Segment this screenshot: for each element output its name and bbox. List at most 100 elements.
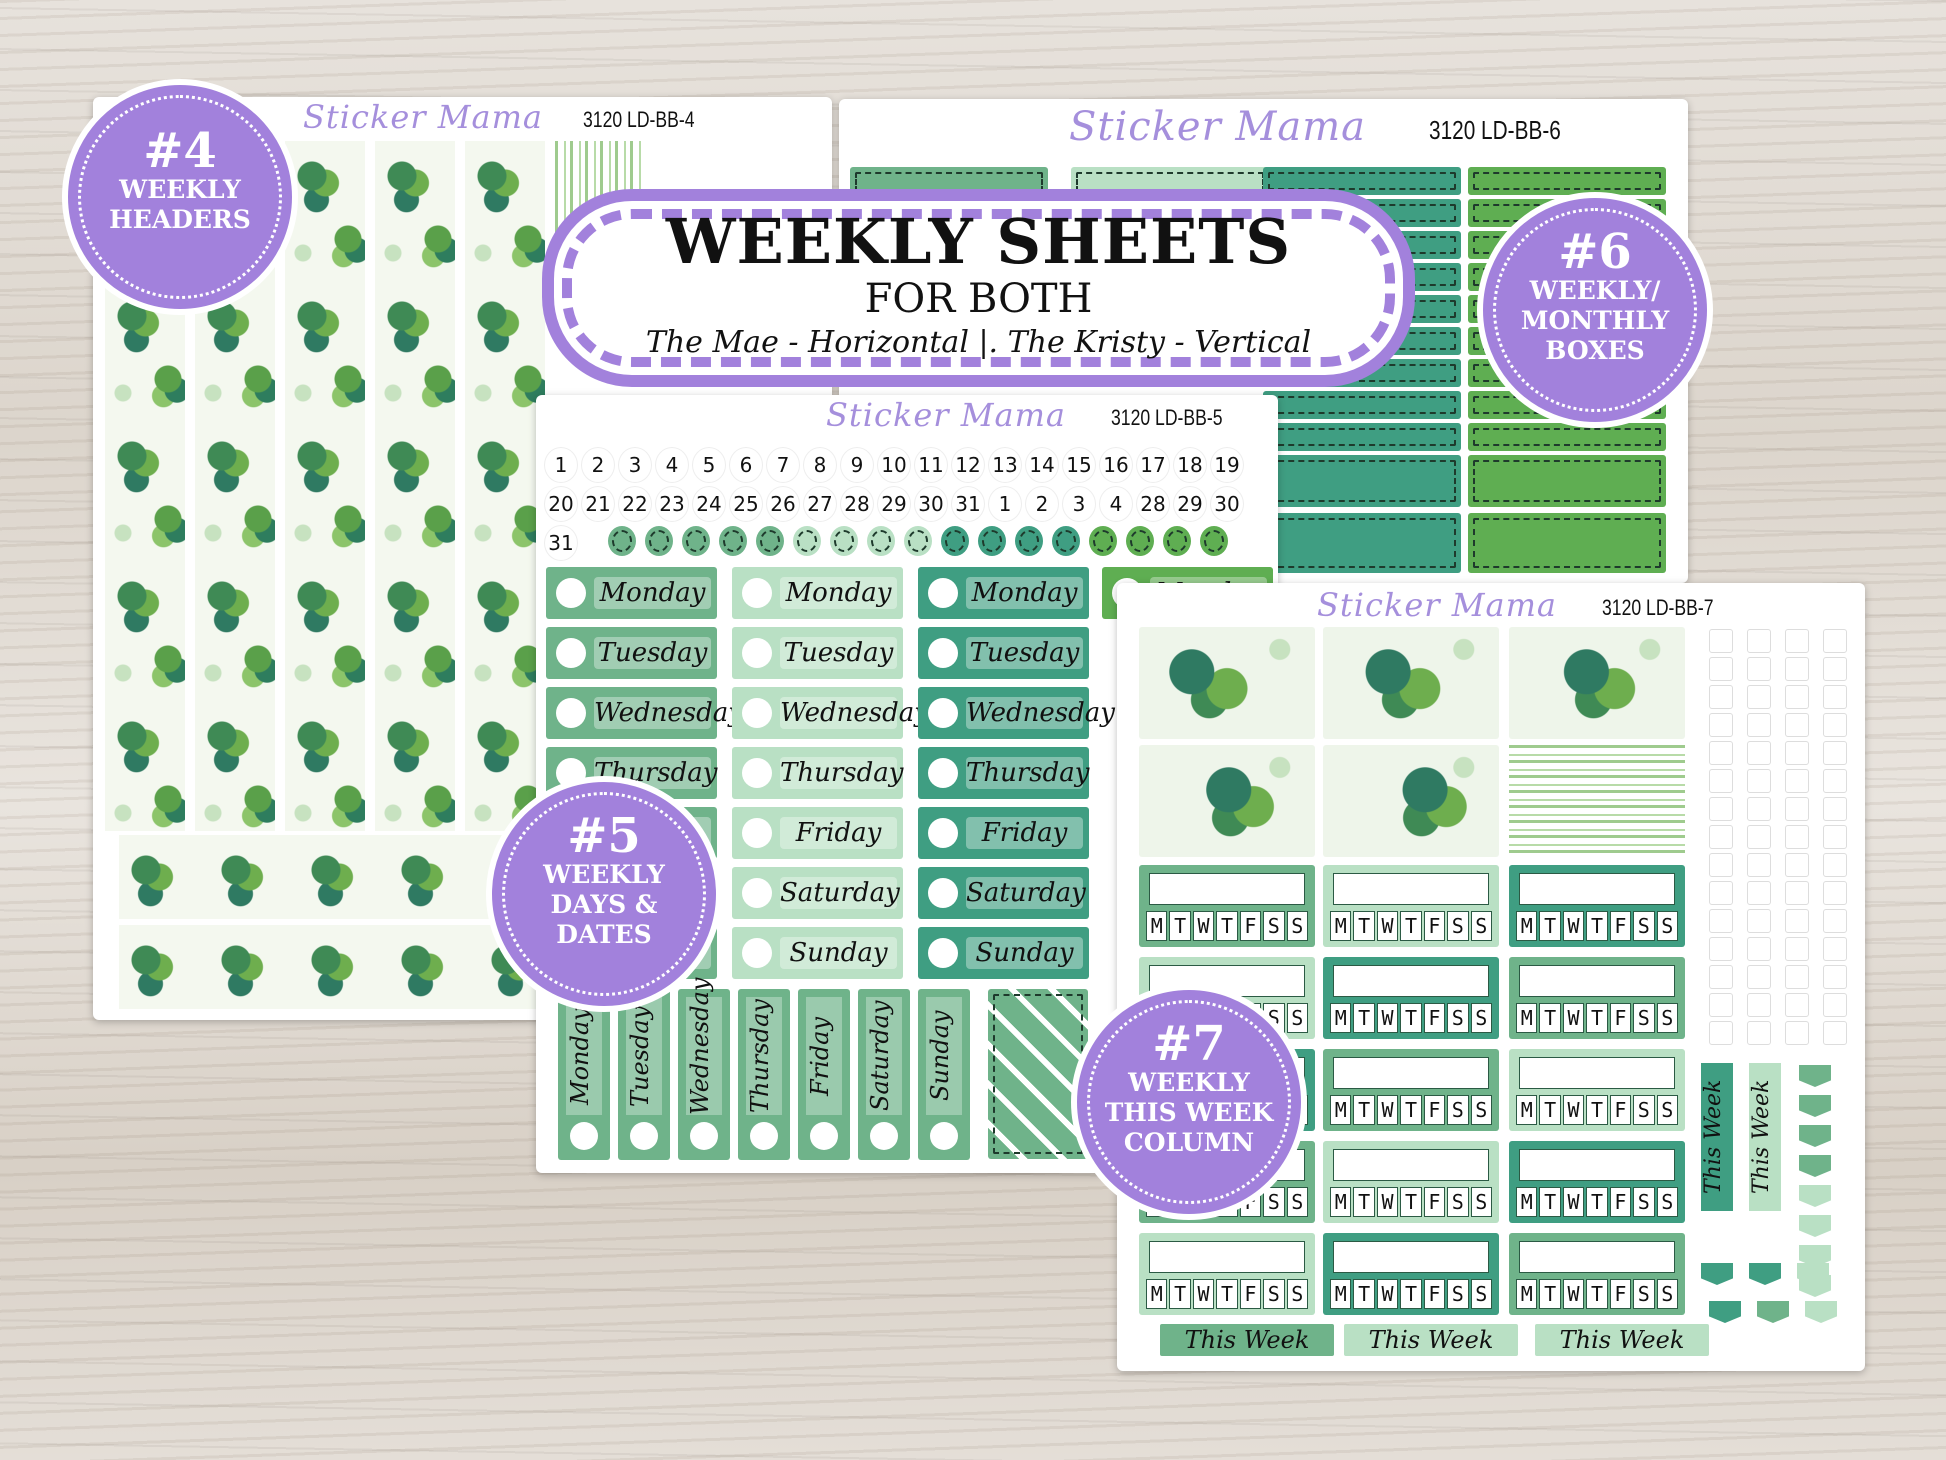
weekday-letter: T	[1586, 911, 1608, 941]
weekly-box	[1468, 167, 1666, 195]
weekday-letter: S	[1263, 1187, 1285, 1217]
day-label-sunday: Sunday	[732, 927, 903, 979]
day-label-wednesday: Wednesday	[732, 687, 929, 739]
weekday-letter: F	[1609, 1279, 1632, 1309]
date-sticker: 20	[544, 486, 578, 522]
checkbox-sticker	[1785, 993, 1809, 1017]
date-sticker: 28	[1136, 486, 1170, 522]
checkbox-sticker	[1823, 657, 1847, 681]
flag-sticker	[1709, 1301, 1741, 1323]
day-text: Wednesday	[780, 697, 929, 729]
weekday-letter: M	[1330, 1187, 1352, 1217]
checkbox-sticker	[1823, 909, 1847, 933]
write-space	[1519, 873, 1675, 905]
write-space	[1333, 965, 1489, 997]
day-text: Tuesday	[594, 637, 711, 669]
day-text: Friday	[780, 817, 897, 849]
dot-sticker	[682, 526, 710, 556]
write-space	[1519, 1149, 1675, 1181]
weekday-letter: S	[1633, 1095, 1655, 1125]
day-label-sunday: Sunday	[918, 927, 1089, 979]
weekday-letter: T	[1216, 911, 1238, 941]
weekday-letter: T	[1353, 1279, 1375, 1309]
checkbox-circle	[928, 758, 958, 788]
day-label-thursday: Thursday	[732, 747, 903, 799]
checkbox-circle	[630, 1122, 658, 1150]
weekday-letter: S	[1656, 1003, 1678, 1033]
day-label-friday: Friday	[732, 807, 903, 859]
weekday-letter: T	[1400, 1187, 1422, 1217]
date-sticker: 30	[1210, 486, 1244, 522]
checkbox-sticker	[1709, 769, 1733, 793]
weekday-letter: S	[1633, 1279, 1655, 1309]
header-strip	[375, 141, 455, 831]
weekday-letter: T	[1400, 1095, 1422, 1125]
checkbox-sticker	[1709, 713, 1733, 737]
date-sticker: 23	[655, 486, 689, 522]
this-week-strip: This Week	[1535, 1324, 1709, 1356]
weekday-letter: M	[1146, 1279, 1168, 1309]
day-label-friday: Friday	[918, 807, 1089, 859]
weekday-letter: W	[1376, 1187, 1399, 1217]
weekday-letter: S	[1656, 911, 1678, 941]
weekday-letter: T	[1400, 911, 1422, 941]
write-space	[1149, 873, 1305, 905]
weekday-letter: S	[1470, 911, 1492, 941]
weekday-letter: T	[1353, 1187, 1375, 1217]
weekday-letter: S	[1263, 911, 1285, 941]
day-label-monday: Monday	[918, 567, 1089, 619]
dot-sticker	[1015, 526, 1043, 556]
weekly-box	[1468, 455, 1666, 507]
weekday-letter: F	[1609, 1003, 1632, 1033]
weekday-letter: T	[1169, 1279, 1191, 1309]
checkbox-sticker	[1823, 853, 1847, 877]
date-sticker: 4	[1099, 486, 1133, 522]
flag-sticker	[1799, 1155, 1831, 1177]
checkbox-sticker	[1709, 881, 1733, 905]
checkbox-circle	[750, 1122, 778, 1150]
checkbox-circle	[928, 878, 958, 908]
weekday-letter: W	[1562, 1187, 1585, 1217]
checkbox-sticker	[1709, 685, 1733, 709]
header-strip	[465, 141, 545, 831]
weekday-letter: M	[1330, 1279, 1352, 1309]
checkbox-sticker	[1747, 993, 1771, 1017]
checkbox-sticker	[1785, 909, 1809, 933]
write-space	[1519, 965, 1675, 997]
weekday-letter: M	[1516, 1187, 1538, 1217]
checkbox-sticker	[1823, 713, 1847, 737]
checkbox-circle	[742, 818, 772, 848]
badge-number: #7	[1152, 1016, 1226, 1072]
write-space	[1333, 1149, 1489, 1181]
day-text: Tuesday	[626, 997, 662, 1115]
vertical-day-sunday: Sunday	[918, 989, 970, 1160]
checkbox-sticker	[1785, 1021, 1809, 1045]
weekday-letter: S	[1470, 1095, 1492, 1125]
checkbox-sticker	[1823, 769, 1847, 793]
dot-sticker	[645, 526, 673, 556]
this-week-strip: This Week	[1160, 1324, 1334, 1356]
flag-sticker	[1701, 1263, 1733, 1285]
date-sticker: 24	[692, 486, 726, 522]
checkbox-sticker	[1823, 1021, 1847, 1045]
day-label-tuesday: Tuesday	[918, 627, 1089, 679]
write-space	[1333, 873, 1489, 905]
vertical-day-friday: Friday	[798, 989, 850, 1160]
date-sticker: 31	[544, 525, 578, 561]
weekday-letter: F	[1609, 1095, 1632, 1125]
checkbox-sticker	[1747, 629, 1771, 653]
day-text: Friday	[966, 817, 1083, 849]
flag-sticker	[1799, 1125, 1831, 1147]
weekday-letter: S	[1447, 911, 1469, 941]
date-sticker: 15	[1062, 447, 1096, 483]
checkbox-circle	[742, 698, 772, 728]
weekday-letter: S	[1656, 1279, 1678, 1309]
